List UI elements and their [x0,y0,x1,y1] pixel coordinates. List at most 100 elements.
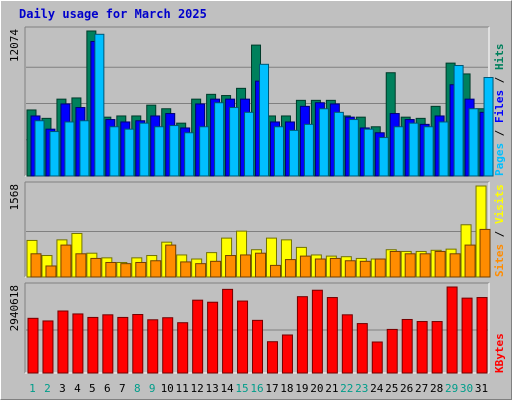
y-series-label: KBytes [493,333,506,373]
bar-pages-day-17 [273,126,284,177]
bar-sites-day-26 [404,253,416,278]
bar-kbytes-day-11 [177,322,189,374]
day-label-10: 10 [161,382,174,395]
bar-kbytes-day-13 [207,301,219,374]
day-label-12: 12 [191,382,204,395]
bar-sites-day-15 [240,254,252,278]
bar-kbytes-day-25 [386,328,398,374]
day-label-20: 20 [310,382,323,395]
bar-pages-day-30 [468,108,479,177]
bar-sites-day-16 [255,252,267,278]
day-label-29: 29 [445,382,458,395]
bar-sites-day-24 [374,258,386,278]
bar-pages-day-20 [318,108,329,177]
y-series-name-sites: Sites [493,244,506,277]
bar-pages-day-5 [94,33,105,177]
bar-sites-day-18 [284,259,296,278]
bar-kbytes-day-23 [356,323,368,374]
day-label-5: 5 [89,382,96,395]
y-max-label: 2940618 [8,285,21,331]
y-max-label: 12074 [8,29,21,62]
bar-pages-day-18 [288,129,299,177]
day-label-14: 14 [220,382,234,395]
y-series-name-hits: Hits [493,44,506,71]
bar-pages-day-9 [154,126,165,177]
bar-pages-day-26 [408,122,419,177]
bar-kbytes-day-4 [72,313,84,374]
day-label-17: 17 [265,382,278,395]
day-label-27: 27 [415,382,428,395]
bar-kbytes-day-17 [266,341,278,374]
day-label-26: 26 [400,382,413,395]
bar-kbytes-day-16 [252,319,264,374]
day-label-21: 21 [325,382,338,395]
day-label-2: 2 [44,382,51,395]
bar-sites-day-5 [90,257,102,278]
bar-sites-day-7 [120,263,132,278]
bar-sites-day-14 [225,255,237,278]
bar-kbytes-day-10 [162,317,174,374]
bar-pages-day-4 [79,120,90,177]
bar-pages-day-24 [378,137,389,177]
bar-kbytes-day-15 [237,300,249,374]
bar-kbytes-day-18 [281,334,293,374]
bar-kbytes-day-7 [117,316,129,374]
y-series-label: Sites / Visits [493,184,506,277]
bar-pages-day-8 [139,122,150,177]
bar-pages-day-10 [169,125,180,177]
bar-pages-day-7 [124,128,135,177]
bar-sites-day-1 [30,253,42,278]
bar-sites-day-17 [269,264,281,278]
bar-kbytes-day-31 [476,297,488,374]
y-series-separator: / [493,123,506,143]
bar-pages-day-23 [363,128,374,177]
bar-sites-day-6 [105,261,117,278]
bar-kbytes-day-30 [461,297,473,374]
bar-pages-day-3 [64,121,75,177]
bar-pages-day-2 [49,131,60,177]
bar-sites-day-30 [464,244,476,278]
y-series-separator: / [493,70,506,90]
day-label-31: 31 [475,382,488,395]
bar-kbytes-day-22 [341,314,353,374]
bar-pages-day-25 [393,126,404,177]
bar-sites-day-3 [60,244,72,278]
day-label-7: 7 [119,382,126,395]
bar-kbytes-day-8 [132,314,144,374]
day-label-16: 16 [250,382,263,395]
day-label-8: 8 [134,382,141,395]
bar-kbytes-day-6 [102,314,114,374]
day-label-30: 30 [460,382,473,395]
bar-sites-day-2 [45,265,57,278]
y-max-label: 1568 [8,184,21,211]
day-label-19: 19 [295,382,308,395]
day-label-9: 9 [149,382,156,395]
day-label-3: 3 [59,382,66,395]
bar-sites-day-11 [180,261,192,278]
bar-kbytes-day-27 [416,321,428,374]
bar-sites-day-27 [419,253,431,278]
day-label-22: 22 [340,382,353,395]
bar-sites-day-31 [479,228,491,278]
bar-sites-day-29 [449,253,461,278]
bar-pages-day-11 [184,132,195,177]
bar-kbytes-day-29 [446,286,458,374]
day-label-23: 23 [355,382,368,395]
bar-sites-day-4 [75,253,87,278]
day-label-1: 1 [29,382,36,395]
bar-sites-day-19 [299,255,311,278]
bar-kbytes-day-21 [326,297,338,374]
bar-kbytes-day-1 [27,317,39,374]
chart-title: Daily usage for March 2025 [19,7,207,21]
bar-pages-day-31 [483,77,494,177]
bar-sites-day-23 [359,260,371,278]
bar-pages-day-14 [229,107,240,177]
y-series-label: Pages / Files / Hits [493,44,506,177]
bar-kbytes-day-3 [57,310,69,374]
y-series-name-kbytes: KBytes [493,333,506,373]
bar-kbytes-day-2 [42,320,54,374]
bar-sites-day-12 [195,263,207,278]
bar-kbytes-day-24 [371,341,383,374]
bar-kbytes-day-12 [192,299,204,374]
